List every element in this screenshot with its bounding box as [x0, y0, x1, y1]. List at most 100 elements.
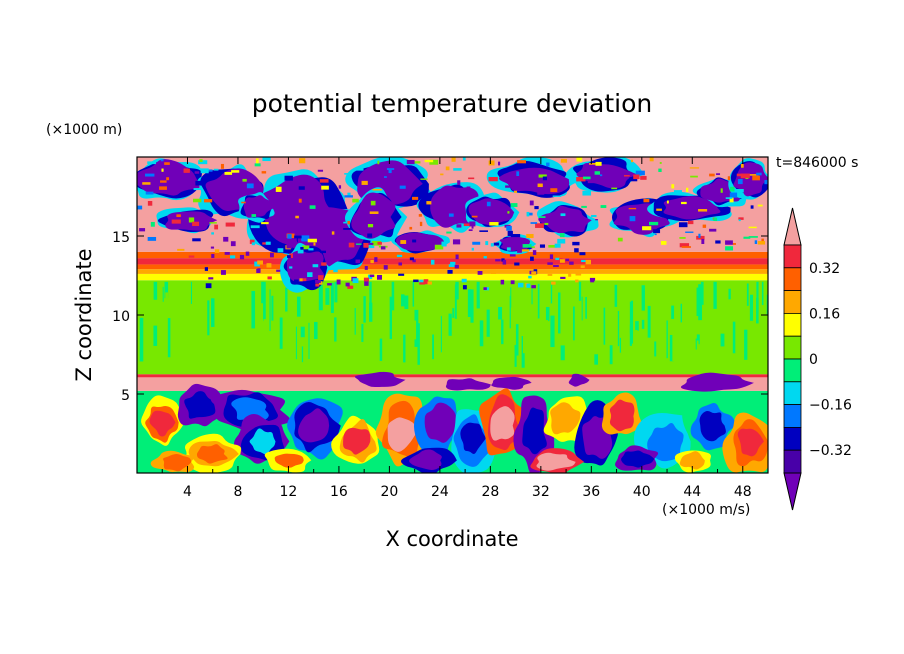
contour-streak — [277, 321, 280, 339]
contour-fleck — [145, 191, 154, 195]
contour-speckle — [580, 265, 585, 268]
contour-fleck — [251, 214, 257, 217]
contour-fleck — [145, 173, 155, 177]
contour-fleck — [414, 161, 421, 164]
contour-streak — [432, 320, 435, 360]
contour-streak — [455, 281, 459, 300]
contour-fleck — [599, 174, 603, 177]
contour-streak — [641, 328, 645, 350]
contour-speckle — [352, 278, 359, 284]
colorbar-bin — [783, 426, 802, 451]
colorbar-bin — [783, 312, 802, 337]
contour-fleck — [160, 159, 164, 162]
x-unit-label: (×1000 m/s) — [662, 502, 750, 518]
contour-streak — [756, 281, 759, 313]
contour-speckle — [532, 250, 537, 255]
contour-fleck — [159, 186, 167, 190]
contour-speckle — [363, 277, 370, 282]
contour-fleck — [617, 237, 623, 242]
contour-eddy — [387, 417, 416, 452]
contour-bump-purple — [445, 378, 491, 391]
contour-streak — [766, 294, 768, 315]
contour-streak — [211, 298, 215, 327]
contour-streak — [537, 283, 540, 319]
contour-fleck — [689, 167, 700, 169]
contour-fleck — [338, 185, 342, 189]
contour-fleck — [743, 236, 751, 239]
contour-fleck — [457, 180, 461, 186]
contour-streak — [271, 295, 274, 321]
contour-bump-purple — [354, 371, 406, 388]
contour-fleck — [727, 176, 731, 181]
contour-speckle — [419, 282, 426, 285]
x-tick-label: 4 — [183, 484, 192, 500]
contour-speckle — [308, 248, 314, 251]
contour-streak — [198, 345, 200, 360]
contour-streak — [340, 281, 345, 319]
contour-streak — [470, 289, 474, 323]
contour-fleck — [520, 249, 530, 252]
contour-speckle — [239, 254, 245, 260]
colorbar-tick-label: −0.16 — [809, 398, 852, 414]
contour-fleck — [344, 173, 352, 175]
contour-fleck — [468, 177, 475, 180]
contour-band-inversion-0 — [137, 273, 768, 281]
contour-fleck — [302, 245, 310, 250]
contour-fleck — [546, 162, 550, 167]
contour-speckle — [269, 252, 274, 258]
contour-fleck — [468, 229, 473, 231]
contour-streak — [391, 281, 395, 311]
contour-streak — [550, 281, 553, 304]
contour-speckle — [398, 262, 403, 266]
contour-fleck — [629, 216, 636, 222]
contour-fleck — [445, 166, 450, 171]
contour-eddy — [409, 449, 442, 470]
contour-fleck — [164, 162, 170, 165]
contour-fleck — [250, 225, 260, 229]
contour-streak — [414, 320, 417, 340]
contour-streak — [617, 310, 620, 347]
contour-streak — [669, 334, 674, 362]
contour-speckle — [312, 264, 319, 268]
contour-fleck — [137, 205, 143, 210]
contour-fleck — [560, 213, 566, 217]
contour-fleck — [681, 201, 687, 205]
x-tick-label: 12 — [280, 484, 298, 500]
contour-fleck — [331, 231, 335, 235]
contour-fleck — [594, 171, 600, 175]
contour-fleck — [386, 168, 395, 170]
contour-fleck — [367, 233, 373, 238]
contour-fleck — [658, 168, 662, 173]
contour-fleck — [738, 217, 744, 220]
contour-speckle — [302, 278, 307, 282]
contour-speckle — [315, 283, 320, 287]
contour-speckle — [477, 270, 483, 275]
contour-speckle — [257, 268, 261, 273]
contour-speckle — [579, 252, 586, 256]
contour-eddy — [298, 408, 330, 443]
contour-streak — [389, 296, 393, 339]
contour-fleck — [701, 238, 705, 244]
contour-fleck — [685, 231, 694, 233]
colorbar-bin — [783, 290, 802, 314]
contour-streak — [720, 333, 725, 347]
contour-streak — [245, 285, 250, 305]
contour-fleck — [735, 189, 744, 193]
contour-streak — [694, 300, 697, 323]
contour-fleck — [595, 161, 602, 166]
contour-speckle — [490, 243, 494, 247]
contour-speckle — [493, 242, 500, 246]
contour-speckle — [245, 251, 250, 256]
contour-speckle — [568, 273, 572, 277]
contour-fleck — [709, 228, 717, 232]
contour-speckle — [286, 243, 293, 249]
contour-streak — [509, 295, 511, 329]
contour-fleck — [275, 186, 282, 192]
contour-fleck — [537, 183, 543, 188]
contour-fleck — [526, 233, 534, 239]
contour-streak — [696, 334, 700, 345]
contour-streak — [581, 296, 583, 321]
contour-speckle — [514, 262, 520, 266]
contour-streak — [479, 281, 483, 300]
contour-eddy — [184, 391, 216, 419]
